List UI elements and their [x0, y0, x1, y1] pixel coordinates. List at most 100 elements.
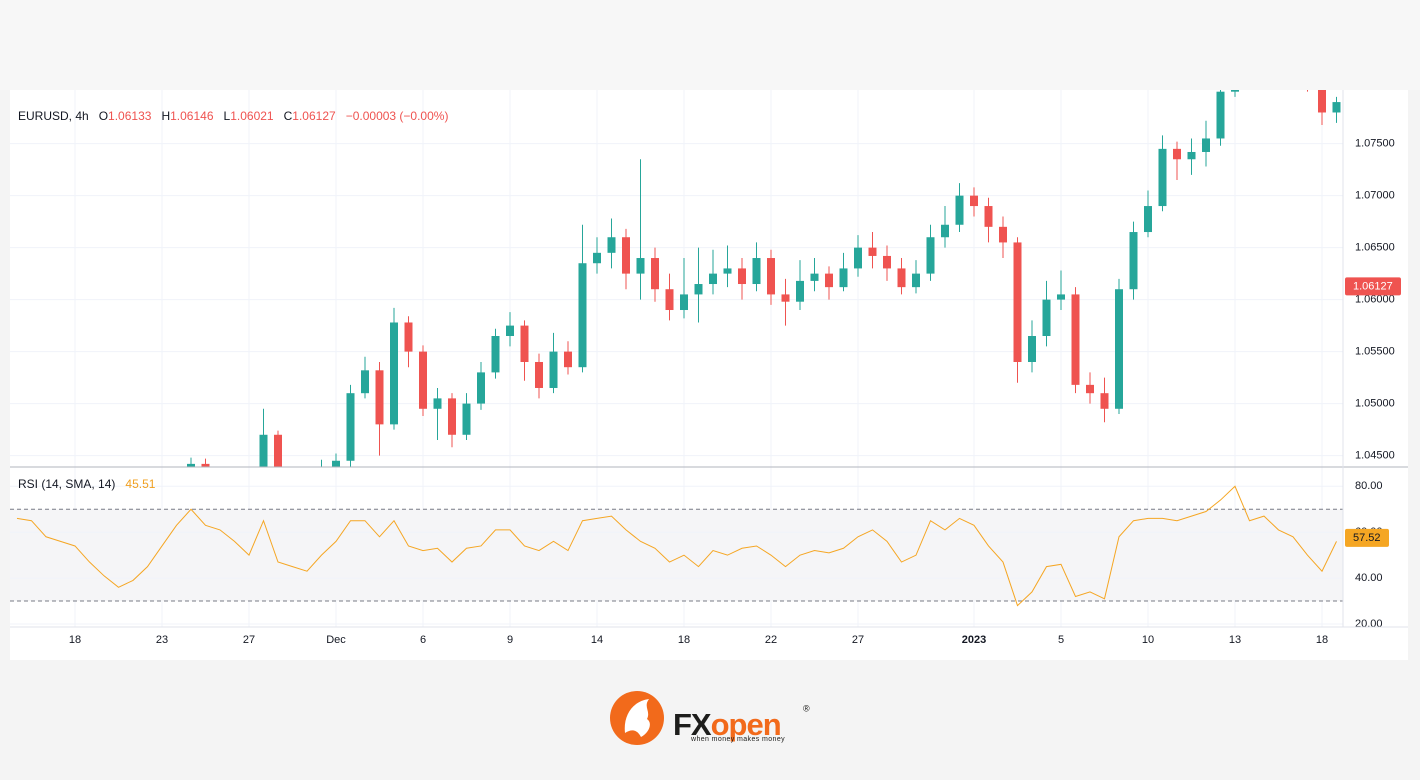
open-label: O	[98, 109, 109, 123]
y-tick-label: 1.06500	[1355, 242, 1395, 254]
rsi-badge	[1345, 528, 1389, 547]
high-value: 1.06146	[170, 109, 214, 123]
candle-body	[723, 268, 732, 274]
candle-body	[897, 268, 906, 288]
rsi-badge-label: 57.52	[1353, 532, 1381, 544]
x-tick-label: 18	[1316, 634, 1328, 646]
candle-body	[404, 322, 413, 352]
brand-open-text: open	[711, 707, 781, 742]
candle-body	[1028, 336, 1036, 362]
x-tick-label: 18	[69, 634, 81, 646]
x-tick-label: 23	[156, 634, 168, 646]
x-tick-label: Dec	[326, 634, 346, 646]
candle-body	[1129, 232, 1138, 290]
y-tick-label: 1.05500	[1355, 346, 1395, 358]
x-tick-label: 2023	[962, 634, 986, 646]
candle-body	[941, 224, 949, 238]
brand-tagline: when money makes money	[690, 736, 785, 743]
rsi-title: RSI (14, SMA, 14)	[18, 477, 116, 491]
candle-body	[593, 252, 601, 264]
logo-icon-shape	[624, 699, 650, 737]
candle-body	[1057, 294, 1065, 300]
candle-body	[709, 273, 717, 285]
candle-body	[1042, 299, 1051, 337]
candle-body	[680, 294, 688, 311]
candle-body	[1216, 91, 1225, 139]
candle-body	[622, 237, 630, 274]
candle-body	[825, 273, 833, 288]
open-value: 1.06133	[108, 109, 152, 123]
candle-body	[738, 268, 746, 285]
brand-registered: ®	[803, 703, 810, 713]
symbol: EURUSD, 4h	[18, 109, 89, 123]
candle-body	[839, 268, 848, 288]
x-tick-label: 18	[678, 634, 690, 646]
candle-body	[912, 273, 920, 288]
price-badge	[1345, 277, 1401, 296]
top-band	[0, 0, 1420, 90]
ohlc-legend: EURUSD, 4h O1.06133 H1.06146 L1.06021 C1…	[18, 109, 448, 123]
rsi-value: 45.51	[125, 477, 156, 491]
candle-body	[854, 247, 862, 269]
price-badge-label: 1.06127	[1353, 280, 1393, 292]
candle-body	[506, 325, 514, 337]
candle-body	[216, 487, 224, 503]
candle-body	[259, 434, 268, 467]
y-tick-label: 1.07500	[1355, 138, 1395, 150]
candle-body	[535, 361, 543, 388]
candle-body	[1202, 138, 1210, 152]
candle-body	[491, 336, 500, 373]
candle-body	[520, 325, 529, 362]
x-tick-label: 22	[765, 634, 777, 646]
candle-body	[201, 463, 210, 467]
close-value: 1.06127	[292, 109, 336, 123]
candle-body	[1013, 242, 1022, 362]
brand-logo: FXopen when money makes money ®	[610, 691, 810, 745]
candle-body	[1231, 90, 1239, 92]
candle-body	[289, 487, 297, 508]
high-label: H	[161, 109, 171, 123]
candle-body	[332, 460, 340, 467]
rsi-line	[16, 485, 1337, 607]
candle-body	[274, 434, 282, 467]
candle-body	[970, 195, 978, 207]
rsi-tick-label: 40.00	[1355, 572, 1383, 584]
candle-body	[752, 258, 761, 285]
rsi-tick-label: 20.00	[1355, 618, 1383, 630]
candle-body	[1187, 151, 1196, 160]
candle-body	[1100, 393, 1109, 409]
candle-body	[187, 463, 195, 467]
candle-body	[375, 370, 384, 425]
candle-body	[346, 393, 355, 461]
candle-body	[361, 370, 369, 394]
brand-fx-text: FX	[673, 707, 712, 742]
candle-body	[955, 195, 964, 225]
chart: 18 23 27 Dec 6 9 14 18 22 27 2023 5 10 13 18 1.04500 1.0…	[10, 90, 1408, 646]
brand-fx: FXopen	[673, 707, 781, 742]
y-tick-label: 1.06000	[1355, 294, 1395, 306]
candle-body	[767, 258, 775, 295]
y-tick-label: 1.04500	[1355, 449, 1395, 461]
candle-body	[1158, 148, 1167, 207]
rsi-tick-label: 80.00	[1355, 480, 1383, 492]
x-tick-label: 10	[1142, 634, 1154, 646]
candle-body	[448, 398, 456, 435]
candle-body	[549, 351, 558, 388]
x-tick-label: 6	[420, 634, 426, 646]
x-tick-label: 5	[1058, 634, 1064, 646]
candle-body	[636, 258, 645, 274]
candle-body	[1332, 102, 1341, 113]
low-value: 1.06021	[230, 109, 274, 123]
candle-body	[1318, 90, 1326, 113]
candle-body	[1144, 206, 1152, 233]
candle-body	[868, 247, 877, 256]
candle-body	[433, 398, 442, 409]
y-tick-label: 1.07000	[1355, 190, 1395, 202]
candle-body	[419, 351, 427, 409]
rsi-legend: RSI (14, SMA, 14) 45.51	[18, 477, 155, 491]
candle-body	[1173, 148, 1181, 160]
x-tick-label: 14	[591, 634, 603, 646]
candle-body	[665, 289, 674, 311]
x-tick-label: 27	[243, 634, 255, 646]
low-label: L	[223, 109, 231, 123]
